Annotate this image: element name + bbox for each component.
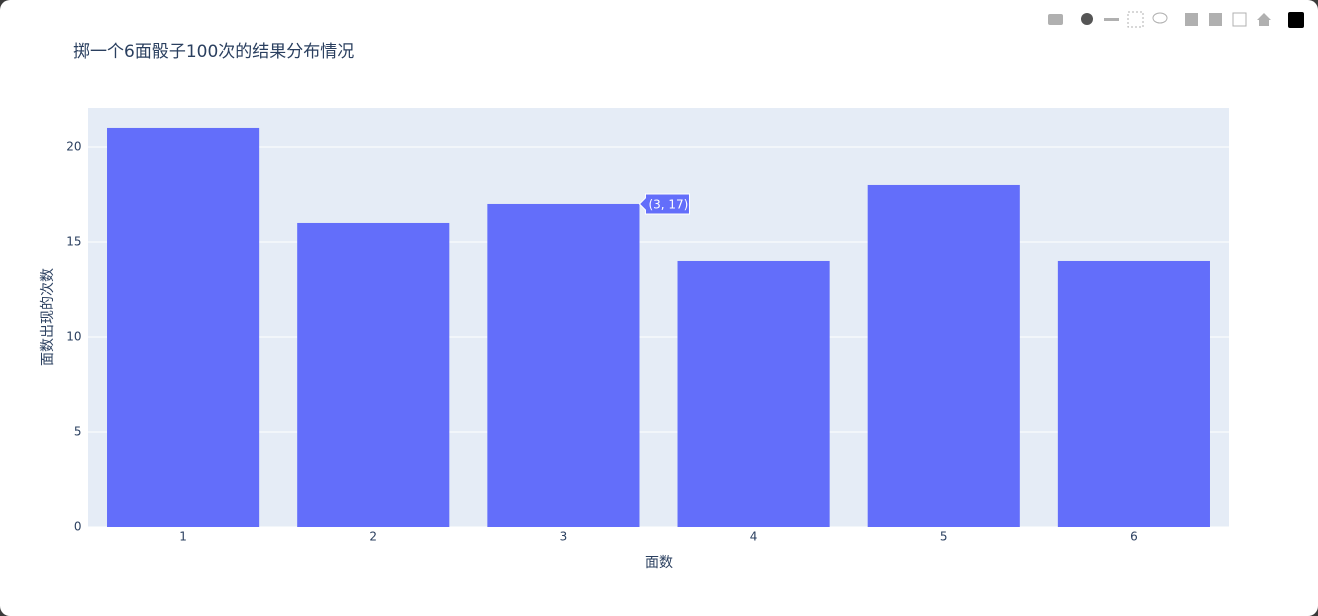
hover-label: (3, 17) [648, 197, 688, 211]
x-tick-label: 4 [750, 530, 758, 544]
autoscale-icon[interactable] [1232, 12, 1247, 27]
modebar[interactable] [1048, 11, 1304, 28]
reset-icon[interactable] [1257, 13, 1271, 26]
y-tick-label: 5 [74, 424, 82, 438]
zoom-out-icon[interactable] [1209, 13, 1222, 26]
x-tick-label: 3 [560, 530, 568, 544]
bar [1057, 260, 1210, 527]
select-icon[interactable] [1127, 11, 1144, 28]
y-tick-label: 20 [66, 139, 81, 153]
x-tick-label: 2 [369, 530, 377, 544]
y-tick-label: 10 [66, 329, 81, 343]
x-axis-label: 面数 [645, 555, 673, 571]
hover-box [638, 193, 690, 215]
plotly-logo[interactable] [1288, 12, 1304, 28]
plot-background [88, 108, 1229, 527]
chart-title: 掷一个6面骰子100次的结果分布情况 [73, 42, 354, 62]
camera-icon[interactable] [1048, 14, 1063, 25]
x-tick-label: 6 [1130, 530, 1138, 544]
bar [677, 260, 830, 527]
y-tick-label: 15 [66, 234, 81, 248]
x-tick-label: 1 [179, 530, 187, 544]
zoom-in-icon[interactable] [1185, 13, 1198, 26]
bar [297, 222, 450, 527]
pan-icon[interactable] [1104, 18, 1119, 21]
y-tick-label: 0 [74, 520, 82, 534]
bar [487, 203, 640, 527]
x-tick-label: 5 [940, 530, 948, 544]
bar [867, 184, 1020, 528]
bar [107, 127, 260, 527]
zoom-icon[interactable] [1081, 13, 1093, 25]
lasso-icon[interactable] [1152, 12, 1168, 24]
y-axis-label: 面数出现的次数 [40, 268, 56, 366]
